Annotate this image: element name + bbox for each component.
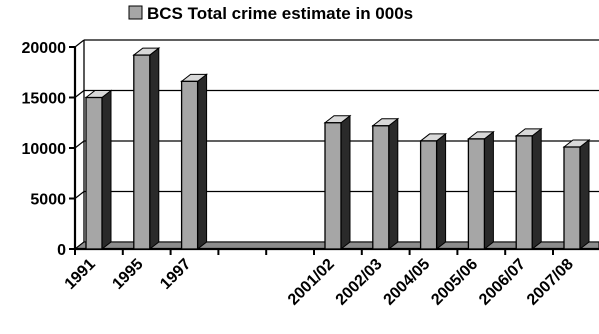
gridline-depth: [74, 90, 85, 98]
legend-label: BCS Total crime estimate in 000s: [147, 4, 413, 23]
x-tick-label: 2002/03: [333, 256, 386, 309]
bar: [180, 80, 199, 250]
bar-side: [436, 132, 447, 251]
bar: [85, 96, 103, 250]
x-tick-label: 2005/06: [428, 256, 481, 309]
bar: [133, 54, 151, 250]
bar-side: [101, 89, 112, 251]
x-tick-label: 2006/07: [476, 256, 529, 309]
bar: [372, 125, 390, 250]
bar-side: [149, 47, 160, 251]
gridline-depth: [74, 39, 85, 48]
gridline-depth: [74, 191, 85, 199]
x-tick-label: 1997: [157, 256, 194, 293]
y-tick-label: 20000: [22, 40, 67, 57]
x-tick-label: 2007/08: [524, 256, 577, 309]
bar: [419, 140, 438, 250]
bar-side: [197, 73, 208, 251]
x-tick-label: 2004/05: [381, 256, 434, 309]
bar-side: [579, 138, 590, 251]
bar: [324, 122, 342, 250]
bar-side: [483, 130, 494, 251]
x-tick-label: 1991: [62, 256, 99, 293]
y-tick-label: 0: [57, 242, 66, 259]
y-tick-label: 10000: [22, 141, 67, 158]
y-tick-label: 15000: [22, 91, 67, 108]
bar: [563, 146, 581, 250]
legend-swatch: [128, 5, 143, 20]
bar-side: [388, 117, 399, 251]
bar-side: [531, 127, 542, 251]
y-tick-label: 5000: [30, 192, 66, 209]
x-tick-label: 1995: [109, 256, 146, 293]
bar: [515, 135, 533, 250]
bar: [467, 138, 486, 250]
bar-side: [340, 114, 351, 251]
gridline-depth: [74, 140, 85, 149]
x-tick-label: 2001/02: [285, 256, 338, 309]
legend: BCS Total crime estimate in 000s: [128, 4, 413, 23]
